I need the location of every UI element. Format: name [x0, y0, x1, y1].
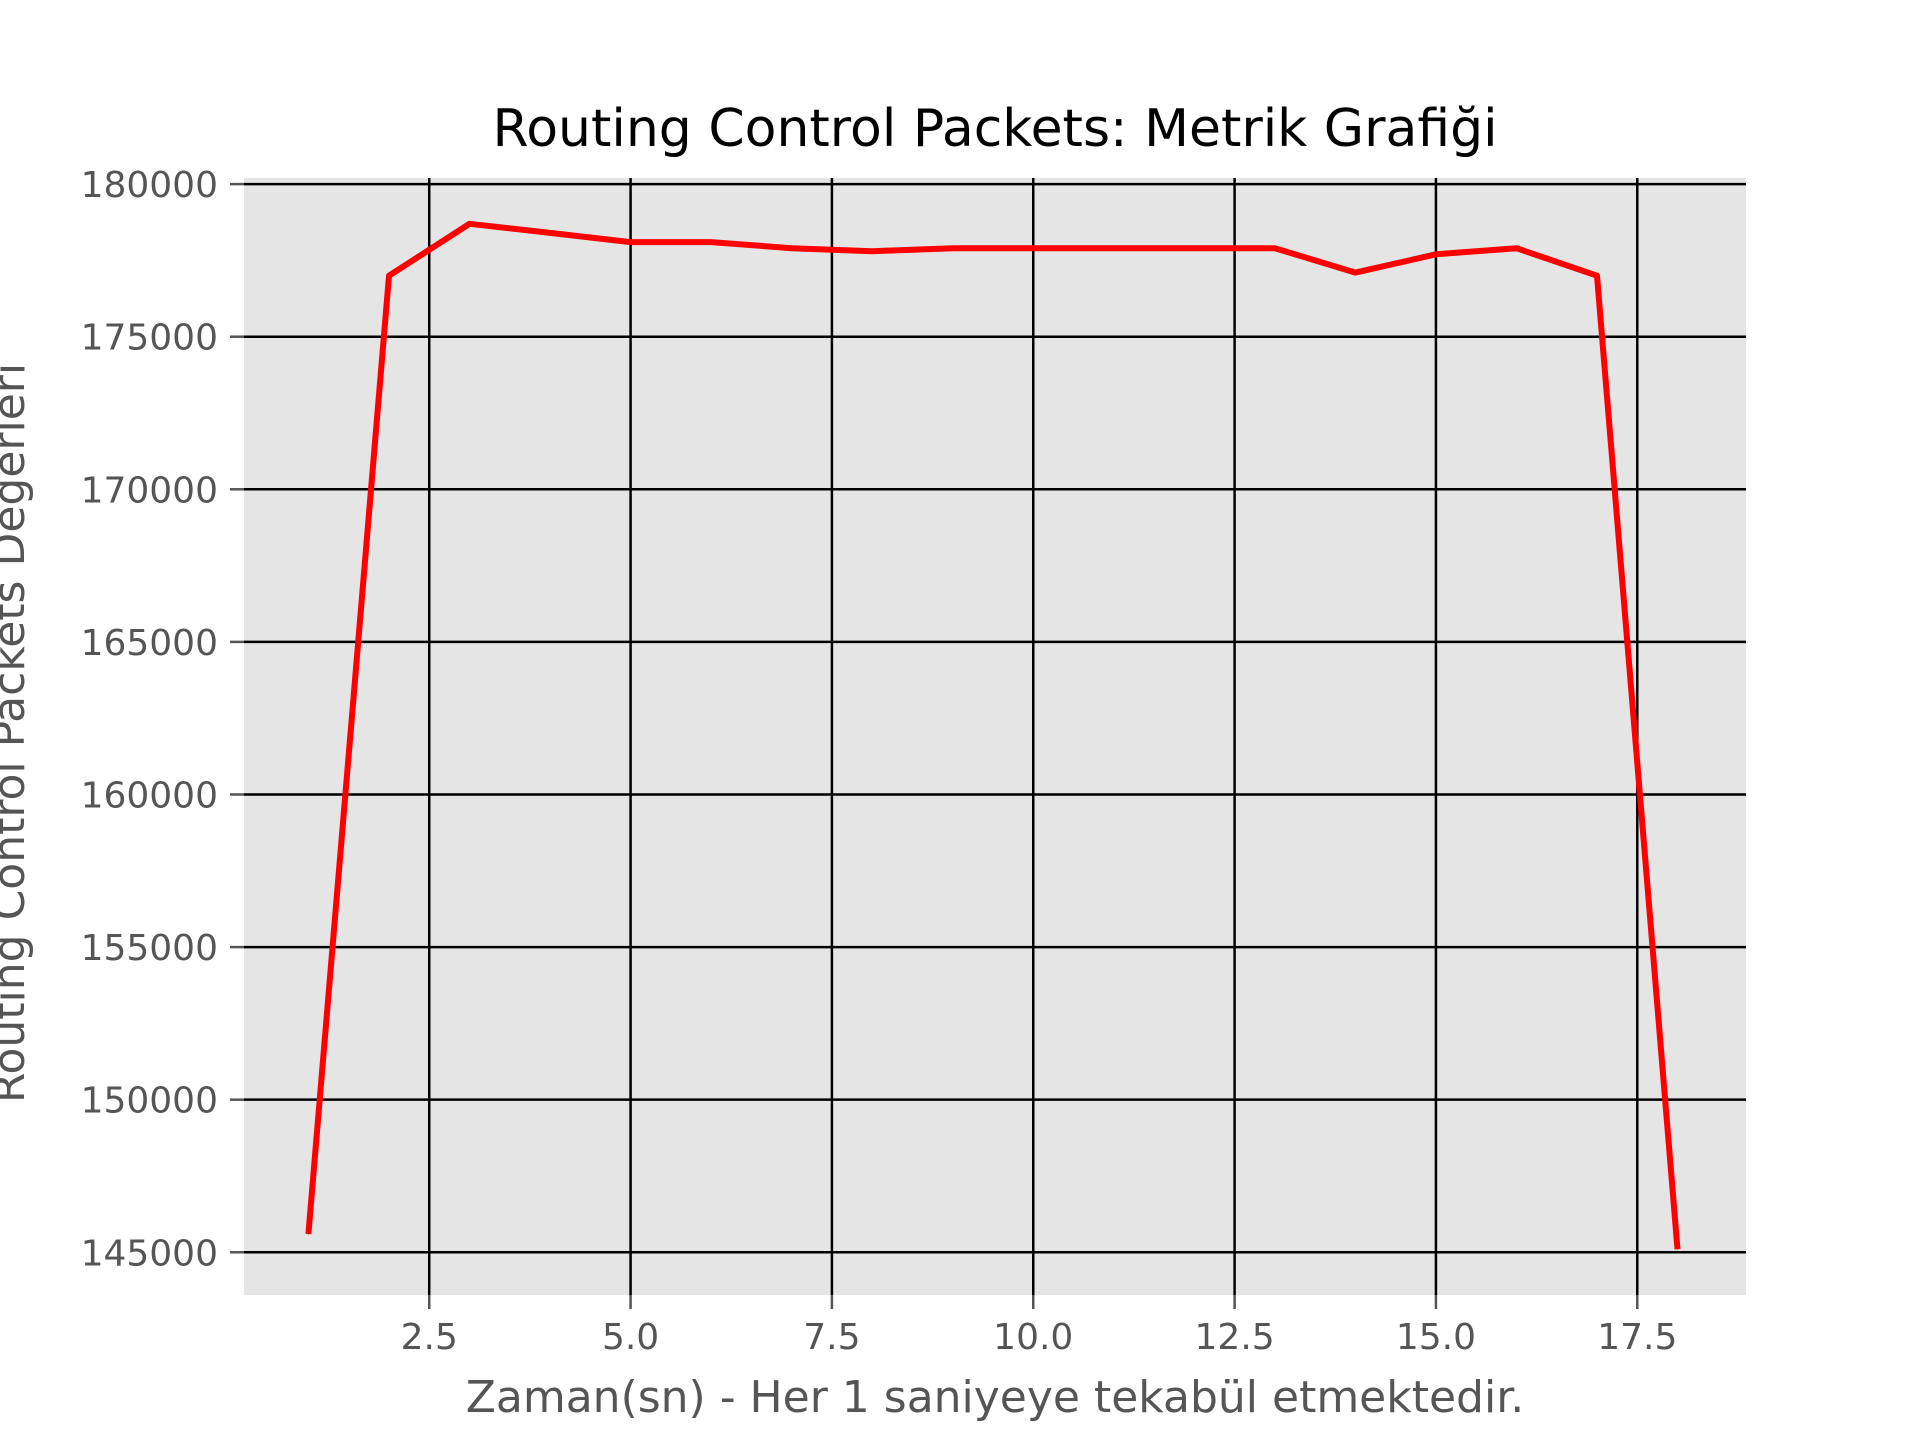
- y-tick-label: 170000: [81, 470, 218, 511]
- y-tick-label: 155000: [81, 928, 218, 969]
- data-point: [1515, 247, 1517, 249]
- data-point: [1435, 253, 1437, 255]
- y-tick-label: 160000: [81, 775, 218, 816]
- data-point: [1193, 247, 1195, 249]
- y-axis-label: Routing Control Packets Değerleri: [0, 363, 35, 1103]
- data-point: [307, 1233, 309, 1235]
- y-tick-label: 180000: [81, 165, 218, 206]
- y-tick-label: 165000: [81, 623, 218, 664]
- data-point: [630, 241, 632, 243]
- data-point: [1113, 247, 1115, 249]
- x-tick-label: 15.0: [1396, 1317, 1476, 1358]
- series-lines: [305, 220, 1681, 1250]
- data-point: [952, 247, 954, 249]
- x-axis-label: Zaman(sn) - Her 1 saniyeye tekabül etmek…: [466, 1372, 1525, 1423]
- data-point: [469, 223, 471, 225]
- x-tick-label: 10.0: [993, 1317, 1073, 1358]
- x-tick-label: 7.5: [803, 1317, 860, 1358]
- data-point: [1032, 247, 1034, 249]
- y-tick-label: 150000: [81, 1081, 218, 1122]
- data-point: [388, 275, 390, 277]
- plot-background: [244, 178, 1746, 1295]
- y-tick-label: 145000: [81, 1233, 218, 1274]
- data-point: [791, 247, 793, 249]
- y-tick-label: 175000: [81, 318, 218, 359]
- x-tick-label: 2.5: [401, 1317, 458, 1358]
- data-point: [1596, 275, 1598, 277]
- x-tick-label: 5.0: [602, 1317, 659, 1358]
- chart-title: Routing Control Packets: Metrik Grafiği: [492, 99, 1497, 159]
- grid-lines: [244, 178, 1746, 1295]
- data-point: [1354, 272, 1356, 274]
- x-tick-label: 17.5: [1597, 1317, 1677, 1358]
- axis-ticks: 145000 150000 155000 160000 165000 170000 1750…: [81, 165, 1678, 1358]
- data-point: [871, 250, 873, 252]
- x-tick-label: 12.5: [1195, 1317, 1275, 1358]
- data-point: [1677, 1248, 1679, 1250]
- data-point: [1274, 247, 1276, 249]
- series-line: [305, 220, 1681, 1250]
- data-point: [549, 232, 551, 234]
- data-point: [710, 241, 712, 243]
